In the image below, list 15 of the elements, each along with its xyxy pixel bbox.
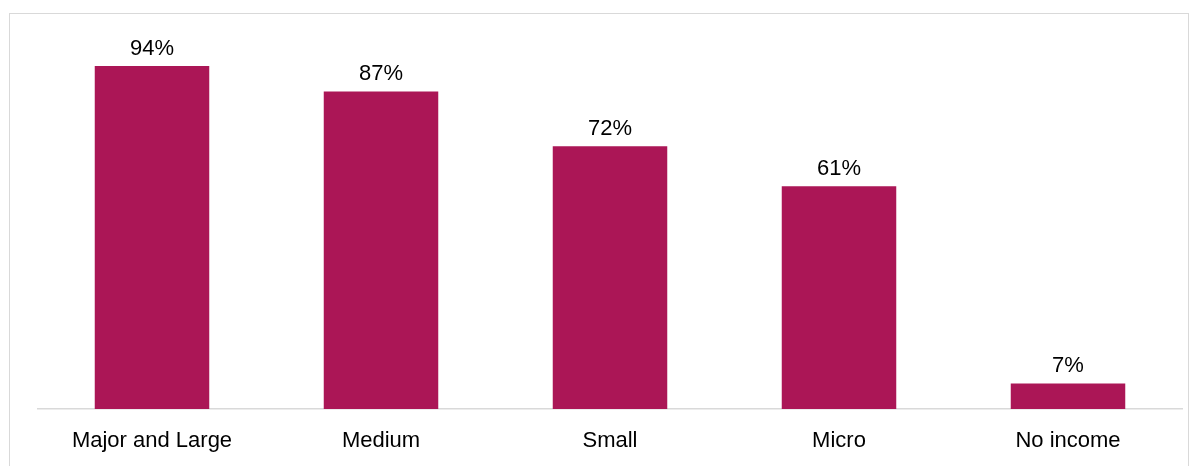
data-label: 87% (358, 60, 404, 86)
x-tick-label: Medium (341, 427, 421, 453)
data-label: 94% (129, 34, 175, 60)
bar (1010, 383, 1126, 409)
bar (94, 65, 210, 409)
data-label: 61% (816, 155, 862, 181)
bar (552, 146, 668, 409)
x-tick-label: Major and Large (71, 427, 233, 453)
data-label: 7% (1052, 352, 1084, 378)
x-tick-label: Micro (812, 427, 866, 453)
x-tick-label: No income (1015, 427, 1121, 453)
bar (781, 186, 897, 409)
data-label: 72% (587, 115, 633, 141)
bar (323, 91, 439, 409)
x-tick-label: Small (582, 427, 638, 453)
